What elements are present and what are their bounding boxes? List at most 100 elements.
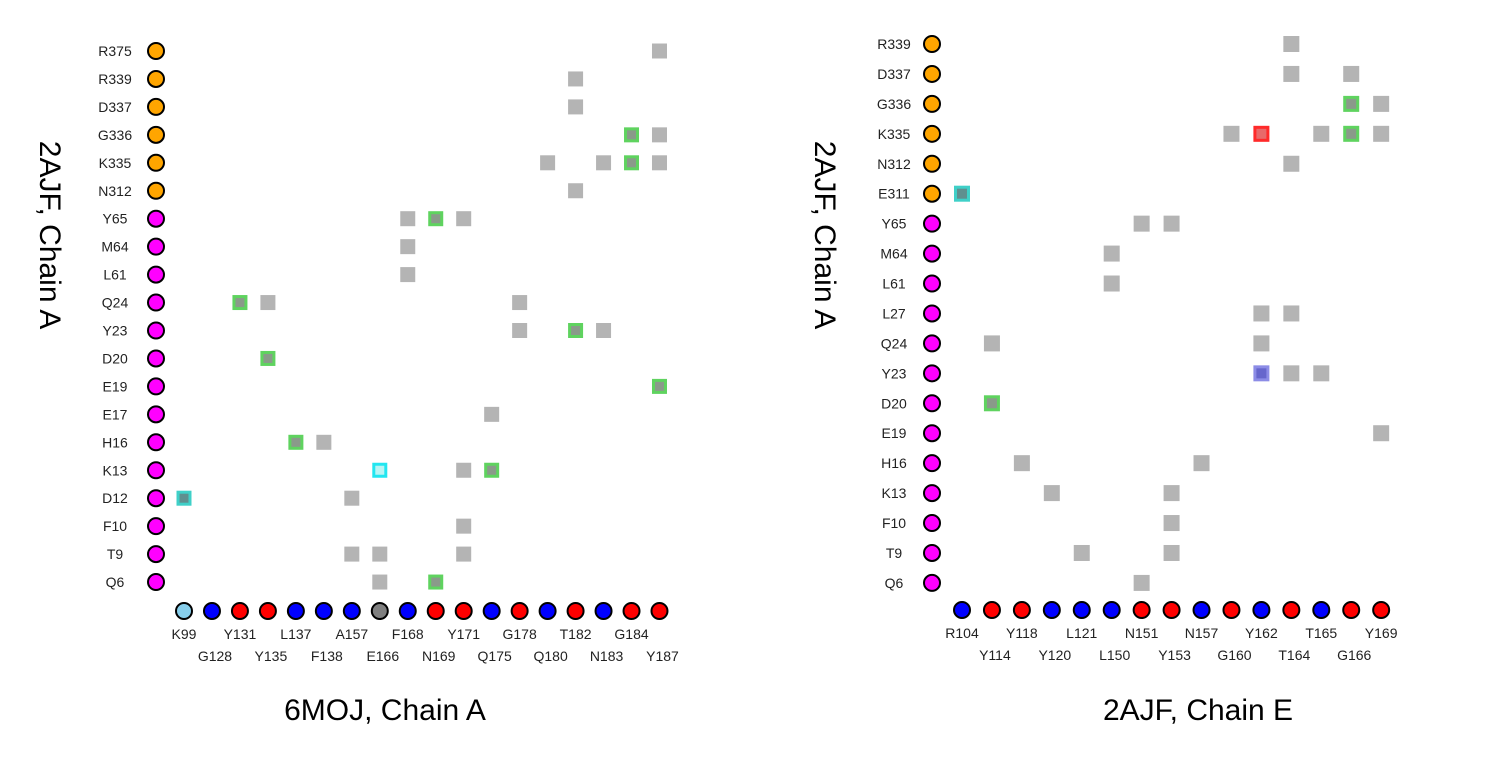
x-residue-marker-g178 bbox=[510, 602, 529, 620]
contact-cell-e166-t9 bbox=[372, 546, 388, 562]
y-residue-marker-f10 bbox=[147, 517, 165, 536]
y-tick-label-q24: Q24 bbox=[102, 295, 129, 311]
y-tick-label-y23: Y23 bbox=[103, 323, 128, 339]
x-tick-label-a157: A157 bbox=[335, 626, 368, 642]
y-residue-marker-k13 bbox=[147, 461, 165, 480]
contact-cell-l150-m64 bbox=[1103, 245, 1120, 262]
x-tick-label-y120: Y120 bbox=[1038, 647, 1071, 663]
contact-cell-y131-q24 bbox=[232, 295, 248, 311]
x-residue-marker-y131 bbox=[230, 602, 249, 620]
x-tick-label-y114: Y114 bbox=[979, 647, 1011, 663]
x-tick-label-y171: Y171 bbox=[447, 626, 480, 642]
y-residue-marker-l61 bbox=[147, 265, 165, 284]
x-tick-label-n183: N183 bbox=[590, 648, 624, 664]
contact-cell-y169-e19 bbox=[1373, 425, 1390, 442]
y-residue-marker-f10 bbox=[923, 514, 941, 533]
contact-cell-k99-d12 bbox=[176, 490, 192, 506]
y-tick-label-k13: K13 bbox=[882, 485, 907, 501]
x-residue-marker-t182 bbox=[566, 602, 585, 620]
contact-cell-t164-n312 bbox=[1283, 155, 1300, 172]
panel-2ajf-chain-e: R339 D337 G336 K335 N312 E311 Y65 M64 L61 L27 Q24 Y… bbox=[808, 35, 1398, 727]
x-residue-marker-k99 bbox=[175, 602, 193, 620]
x-residue-marker-g184 bbox=[622, 602, 641, 620]
y-tick-label-r339: R339 bbox=[98, 71, 132, 87]
x-residue-marker-e166 bbox=[370, 602, 389, 620]
contact-cell-n183-y23 bbox=[596, 323, 612, 338]
y-residue-marker-r375 bbox=[147, 42, 165, 60]
contact-cell-f138-h16 bbox=[316, 434, 332, 450]
contact-cell-g184-g336 bbox=[624, 127, 640, 143]
y-tick-label-t9: T9 bbox=[107, 546, 124, 562]
y-residue-marker-r339 bbox=[147, 69, 165, 88]
y-tick-label-g336: G336 bbox=[98, 127, 132, 143]
y-tick-label-l61: L61 bbox=[103, 267, 127, 283]
contact-cell-t164-l27 bbox=[1283, 305, 1300, 322]
y-tick-label-k335: K335 bbox=[878, 126, 911, 142]
y-residue-marker-g336 bbox=[923, 94, 941, 113]
contact-cell-g160-k335 bbox=[1223, 125, 1240, 142]
contact-cell-y187-e19 bbox=[651, 378, 667, 394]
x-tick-label-g128: G128 bbox=[198, 648, 232, 664]
y-tick-label-n312: N312 bbox=[98, 183, 132, 199]
x-residue-marker-y171 bbox=[454, 602, 473, 620]
x-residue-marker-y118 bbox=[1012, 601, 1031, 619]
y-tick-label-d20: D20 bbox=[881, 395, 907, 411]
x-tick-label-t164: T164 bbox=[1278, 647, 1310, 663]
contact-cell-y171-f10 bbox=[456, 518, 472, 534]
contact-cell-y153-y65 bbox=[1163, 215, 1180, 232]
contact-cell-y118-h16 bbox=[1013, 455, 1030, 472]
x-residue-marker-y153 bbox=[1162, 601, 1181, 619]
y-tick-label-y65: Y65 bbox=[103, 211, 128, 227]
contact-cell-n183-k335 bbox=[596, 155, 612, 171]
y-tick-label-d337: D337 bbox=[98, 99, 132, 115]
x-residue-marker-f138 bbox=[314, 602, 333, 620]
y-residue-marker-q6 bbox=[923, 573, 941, 592]
contact-cell-g178-q24 bbox=[512, 295, 528, 311]
y-axis-title: 2AJF, Chain A bbox=[33, 141, 66, 329]
y-residue-marker-m64 bbox=[147, 237, 165, 256]
y-residue-marker-e311 bbox=[923, 184, 941, 203]
x-tick-label-y135: Y135 bbox=[255, 648, 288, 664]
contact-cell-n151-y65 bbox=[1133, 215, 1150, 232]
contact-cell-g178-y23 bbox=[512, 323, 528, 338]
contact-cell-y162-q24 bbox=[1253, 335, 1270, 352]
y-residue-marker-d12 bbox=[147, 489, 165, 508]
contact-cell-f168-l61 bbox=[400, 267, 416, 283]
x-tick-label-n157: N157 bbox=[1185, 625, 1219, 641]
contact-cell-y135-q24 bbox=[260, 295, 276, 311]
contact-cell-y153-f10 bbox=[1163, 515, 1180, 532]
contact-cell-y187-g336 bbox=[651, 127, 667, 143]
x-tick-label-g178: G178 bbox=[503, 626, 537, 642]
x-tick-label-r104: R104 bbox=[945, 625, 979, 641]
contact-cell-n151-q6 bbox=[1133, 574, 1150, 591]
contact-cell-y162-k335 bbox=[1253, 125, 1270, 142]
y-tick-label-r339: R339 bbox=[877, 36, 911, 52]
contact-cell-t165-k335 bbox=[1313, 125, 1330, 142]
y-tick-label-l27: L27 bbox=[882, 305, 906, 321]
y-tick-label-m64: M64 bbox=[101, 239, 128, 255]
x-tick-label-q175: Q175 bbox=[478, 648, 512, 664]
contact-cell-y171-t9 bbox=[456, 546, 472, 562]
y-tick-label-f10: F10 bbox=[882, 515, 906, 531]
x-tick-label-l121: L121 bbox=[1066, 625, 1097, 641]
contact-cell-t182-d337 bbox=[568, 99, 584, 115]
y-residue-marker-n312 bbox=[923, 154, 941, 173]
contact-cell-a157-t9 bbox=[344, 546, 360, 562]
y-tick-label-r375: R375 bbox=[98, 43, 132, 59]
y-tick-label-e19: E19 bbox=[882, 425, 907, 441]
x-tick-label-g166: G166 bbox=[1337, 647, 1371, 663]
chart-title: 2AJF, Chain E bbox=[1103, 694, 1293, 727]
y-residue-marker-e17 bbox=[147, 405, 165, 424]
y-residue-marker-q24 bbox=[923, 334, 941, 353]
x-residue-marker-y187 bbox=[650, 602, 669, 620]
y-residue-marker-e19 bbox=[147, 377, 165, 396]
x-residue-marker-g160 bbox=[1222, 601, 1241, 619]
y-tick-label-t9: T9 bbox=[886, 545, 903, 561]
contact-cell-y153-k13 bbox=[1163, 485, 1180, 502]
y-residue-marker-e19 bbox=[923, 424, 941, 443]
contact-cell-y120-k13 bbox=[1043, 485, 1060, 502]
x-tick-label-n151: N151 bbox=[1125, 625, 1159, 641]
x-residue-marker-y135 bbox=[258, 602, 277, 620]
contact-cell-y162-y23 bbox=[1253, 365, 1270, 382]
y-residue-marker-t9 bbox=[923, 543, 941, 562]
